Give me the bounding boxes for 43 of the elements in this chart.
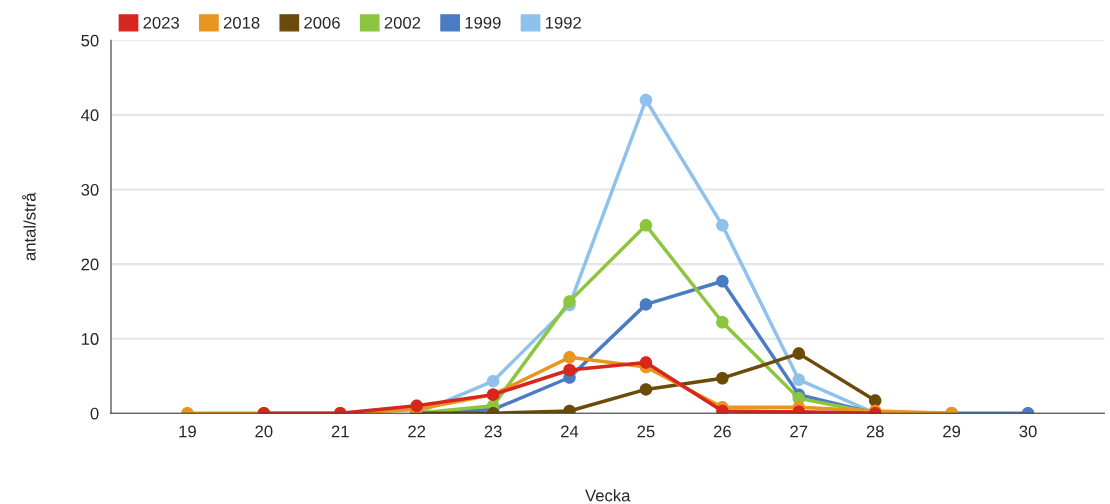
legend-label: 2002 bbox=[384, 16, 421, 29]
legend-label: 1992 bbox=[545, 16, 581, 29]
x-tick-label: 20 bbox=[255, 425, 273, 438]
point bbox=[716, 275, 729, 288]
point bbox=[563, 295, 576, 308]
x-tick-label: 27 bbox=[790, 425, 808, 438]
x-tick-label: 29 bbox=[943, 425, 961, 438]
x-tick-label: 26 bbox=[713, 425, 731, 438]
x-axis-title: Vecka bbox=[585, 489, 631, 502]
point bbox=[868, 394, 882, 407]
point bbox=[639, 383, 653, 396]
point bbox=[410, 399, 423, 413]
point bbox=[639, 298, 653, 311]
point bbox=[639, 356, 653, 369]
point bbox=[792, 347, 806, 360]
y-tick-label: 40 bbox=[81, 109, 99, 122]
legend-label: 2006 bbox=[304, 16, 340, 29]
point bbox=[792, 373, 806, 386]
legend-label: 2023 bbox=[143, 16, 180, 29]
point bbox=[486, 374, 500, 388]
point bbox=[716, 219, 729, 232]
y-tick-label: 0 bbox=[90, 407, 99, 420]
x-tick-label: 22 bbox=[408, 425, 426, 438]
x-tick-label: 25 bbox=[637, 425, 655, 438]
y-tick-label: 10 bbox=[81, 333, 99, 345]
y-tick-label: 50 bbox=[81, 34, 99, 47]
y-tick-label: 30 bbox=[81, 183, 99, 196]
legend-label: 2018 bbox=[223, 16, 260, 29]
point bbox=[639, 219, 653, 232]
point bbox=[716, 371, 729, 385]
legend-label: 1999 bbox=[465, 16, 501, 29]
point bbox=[563, 363, 576, 377]
x-tick-label: 19 bbox=[179, 425, 196, 438]
y-tick-label: 20 bbox=[81, 258, 99, 271]
x-tick-label: 28 bbox=[866, 425, 884, 438]
x-tick-label: 21 bbox=[331, 425, 349, 438]
x-tick-label: 30 bbox=[1019, 425, 1037, 438]
point bbox=[563, 351, 576, 364]
point bbox=[716, 316, 729, 329]
y-axis-title: antal/strå bbox=[22, 192, 36, 261]
x-tick-label: 23 bbox=[484, 425, 502, 438]
point bbox=[639, 93, 653, 107]
x-tick-label: 24 bbox=[561, 425, 579, 438]
